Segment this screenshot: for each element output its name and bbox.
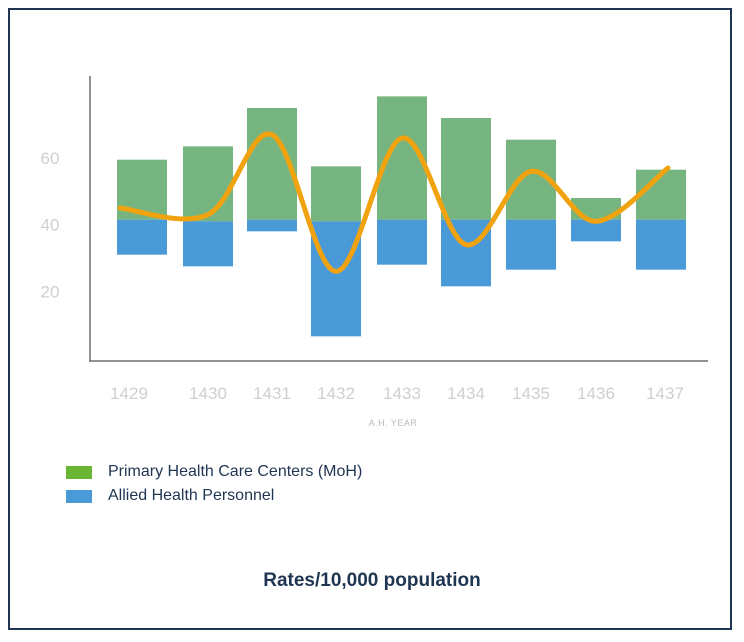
allied-health-bar-1434 bbox=[441, 219, 491, 287]
y-tick-labels: 20 40 60 bbox=[41, 149, 60, 301]
y-tick-40: 40 bbox=[41, 216, 60, 235]
primary-health-bars bbox=[117, 96, 686, 222]
x-tick-1436: 1436 bbox=[577, 384, 615, 403]
legend: Primary Health Care Centers (MoH) Allied… bbox=[66, 460, 362, 508]
primary-health-bar-1437 bbox=[636, 169, 686, 220]
x-tick-1433: 1433 bbox=[383, 384, 421, 403]
x-tick-1434: 1434 bbox=[447, 384, 485, 403]
x-tick-labels: 1429 1430 1431 1432 1433 1434 1435 1436 1437 bbox=[110, 384, 684, 403]
primary-health-bar-1432 bbox=[311, 166, 361, 222]
allied-health-bar-1431 bbox=[247, 219, 297, 232]
x-tick-1429: 1429 bbox=[110, 384, 148, 403]
chart-caption: Rates/10,000 population bbox=[263, 570, 481, 591]
x-tick-1437: 1437 bbox=[646, 384, 684, 403]
y-tick-60: 60 bbox=[41, 149, 60, 168]
legend-item-allied-health: Allied Health Personnel bbox=[66, 484, 362, 508]
chart-frame bbox=[8, 8, 732, 630]
allied-health-bar-1437 bbox=[636, 219, 686, 270]
allied-health-bar-1429 bbox=[117, 219, 167, 255]
legend-swatch-primary-health bbox=[66, 465, 92, 479]
allied-health-bar-1436 bbox=[571, 219, 621, 242]
x-axis-label: A.H. YEAR bbox=[369, 418, 418, 428]
allied-health-bars bbox=[117, 219, 686, 337]
y-tick-20: 20 bbox=[41, 282, 60, 301]
primary-health-bar-1434 bbox=[441, 118, 491, 220]
legend-swatch-allied-health bbox=[66, 489, 92, 503]
allied-health-bar-1430 bbox=[183, 221, 233, 267]
x-tick-1431: 1431 bbox=[253, 384, 291, 403]
legend-label-primary-health: Primary Health Care Centers (MoH) bbox=[108, 463, 363, 480]
x-tick-1432: 1432 bbox=[317, 384, 355, 403]
x-tick-1435: 1435 bbox=[512, 384, 550, 403]
legend-item-primary-health: Primary Health Care Centers (MoH) bbox=[66, 460, 362, 484]
allied-health-bar-1433 bbox=[377, 219, 427, 265]
x-tick-1430: 1430 bbox=[189, 384, 227, 403]
primary-health-bar-1430 bbox=[183, 146, 233, 222]
legend-label-allied-health: Allied Health Personnel bbox=[108, 487, 275, 504]
allied-health-bar-1432 bbox=[311, 221, 361, 337]
trend-line bbox=[117, 131, 671, 274]
allied-health-bar-1435 bbox=[506, 219, 556, 270]
